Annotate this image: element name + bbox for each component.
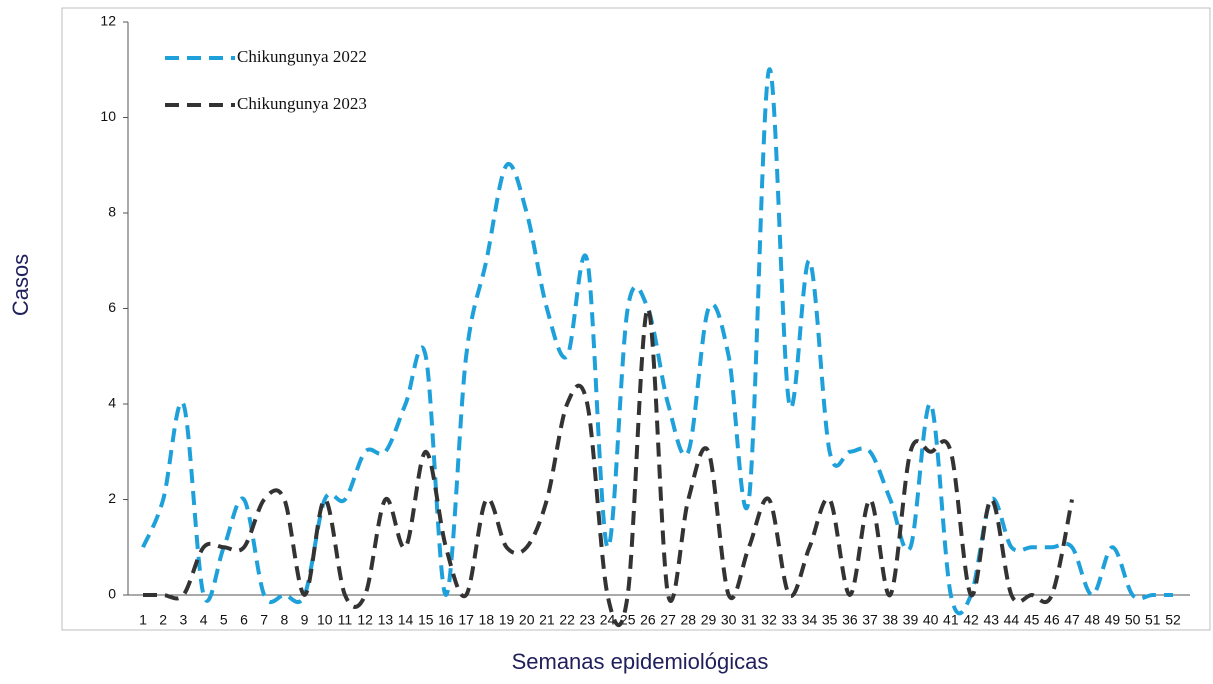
x-tick-label: 12: [357, 612, 373, 628]
x-tick-label: 46: [1044, 612, 1060, 628]
x-tick-label: 34: [802, 612, 818, 628]
legend-label: Chikungunya 2023: [237, 94, 367, 113]
x-tick-label: 40: [923, 612, 939, 628]
x-tick-label: 27: [660, 612, 676, 628]
x-tick-label: 11: [338, 612, 353, 628]
x-tick-label: 43: [983, 612, 999, 628]
x-tick-label: 48: [1084, 612, 1100, 628]
x-tick-label: 32: [761, 612, 777, 628]
y-tick-label: 2: [108, 490, 116, 506]
series-line: [141, 67, 1173, 616]
x-tick-label: 14: [398, 612, 414, 628]
x-tick-label: 13: [378, 612, 394, 628]
x-tick-label: 28: [681, 612, 697, 628]
x-tick-label: 41: [943, 612, 959, 628]
x-tick-label: 23: [580, 612, 596, 628]
x-tick-label: 24: [600, 612, 616, 628]
x-tick-label: 19: [499, 612, 515, 628]
x-tick-label: 18: [479, 612, 495, 628]
x-tick-label: 35: [822, 612, 838, 628]
x-tick-label: 42: [963, 612, 979, 628]
y-tick-label: 8: [108, 204, 116, 220]
x-tick-label: 17: [458, 612, 474, 628]
x-tick-label: 30: [721, 612, 737, 628]
x-tick-label: 36: [842, 612, 858, 628]
frame: [61, 7, 1211, 631]
x-tick-label: 2: [159, 612, 167, 628]
x-tick-label: 52: [1165, 612, 1181, 628]
x-tick-label: 39: [903, 612, 919, 628]
x-tick-label: 9: [301, 612, 309, 628]
x-tick-label: 3: [179, 612, 187, 628]
x-tick-label: 31: [741, 612, 757, 628]
x-tick-label: 50: [1125, 612, 1141, 628]
x-axis-title: Semanas epidemiológicas: [512, 649, 769, 674]
y-tick-label: 10: [100, 108, 116, 124]
x-tick-label: 25: [620, 612, 636, 628]
x-tick-label: 1: [139, 612, 147, 628]
x-tick-label: 29: [701, 612, 717, 628]
x-tick-label: 10: [317, 612, 333, 628]
x-tick-label: 47: [1064, 612, 1080, 628]
x-tick-label: 26: [640, 612, 656, 628]
x-tick-label: 38: [882, 612, 898, 628]
x-tick-label: 7: [260, 612, 268, 628]
x-tick-label: 44: [1004, 612, 1020, 628]
y-tick-label: 6: [108, 299, 116, 315]
series-line: [143, 306, 1074, 627]
x-tick-label: 21: [539, 612, 555, 628]
x-tick-label: 16: [438, 612, 454, 628]
y-tick-label: 0: [108, 586, 116, 602]
x-tick-label: 45: [1024, 612, 1040, 628]
y-tick-label: 4: [108, 395, 116, 411]
x-tick-label: 8: [280, 612, 288, 628]
y-tick-label: 12: [100, 13, 116, 29]
x-tick-label: 33: [781, 612, 797, 628]
x-tick-label: 49: [1105, 612, 1121, 628]
x-tick-label: 37: [862, 612, 878, 628]
x-tick-label: 22: [559, 612, 575, 628]
x-tick-label: 4: [200, 612, 208, 628]
x-tick-label: 20: [519, 612, 535, 628]
y-axis-title: Casos: [8, 254, 33, 316]
legend-label: Chikungunya 2022: [237, 47, 367, 66]
x-tick-label: 5: [220, 612, 228, 628]
x-tick-label: 15: [418, 612, 434, 628]
x-tick-label: 51: [1145, 612, 1161, 628]
x-tick-label: 6: [240, 612, 248, 628]
